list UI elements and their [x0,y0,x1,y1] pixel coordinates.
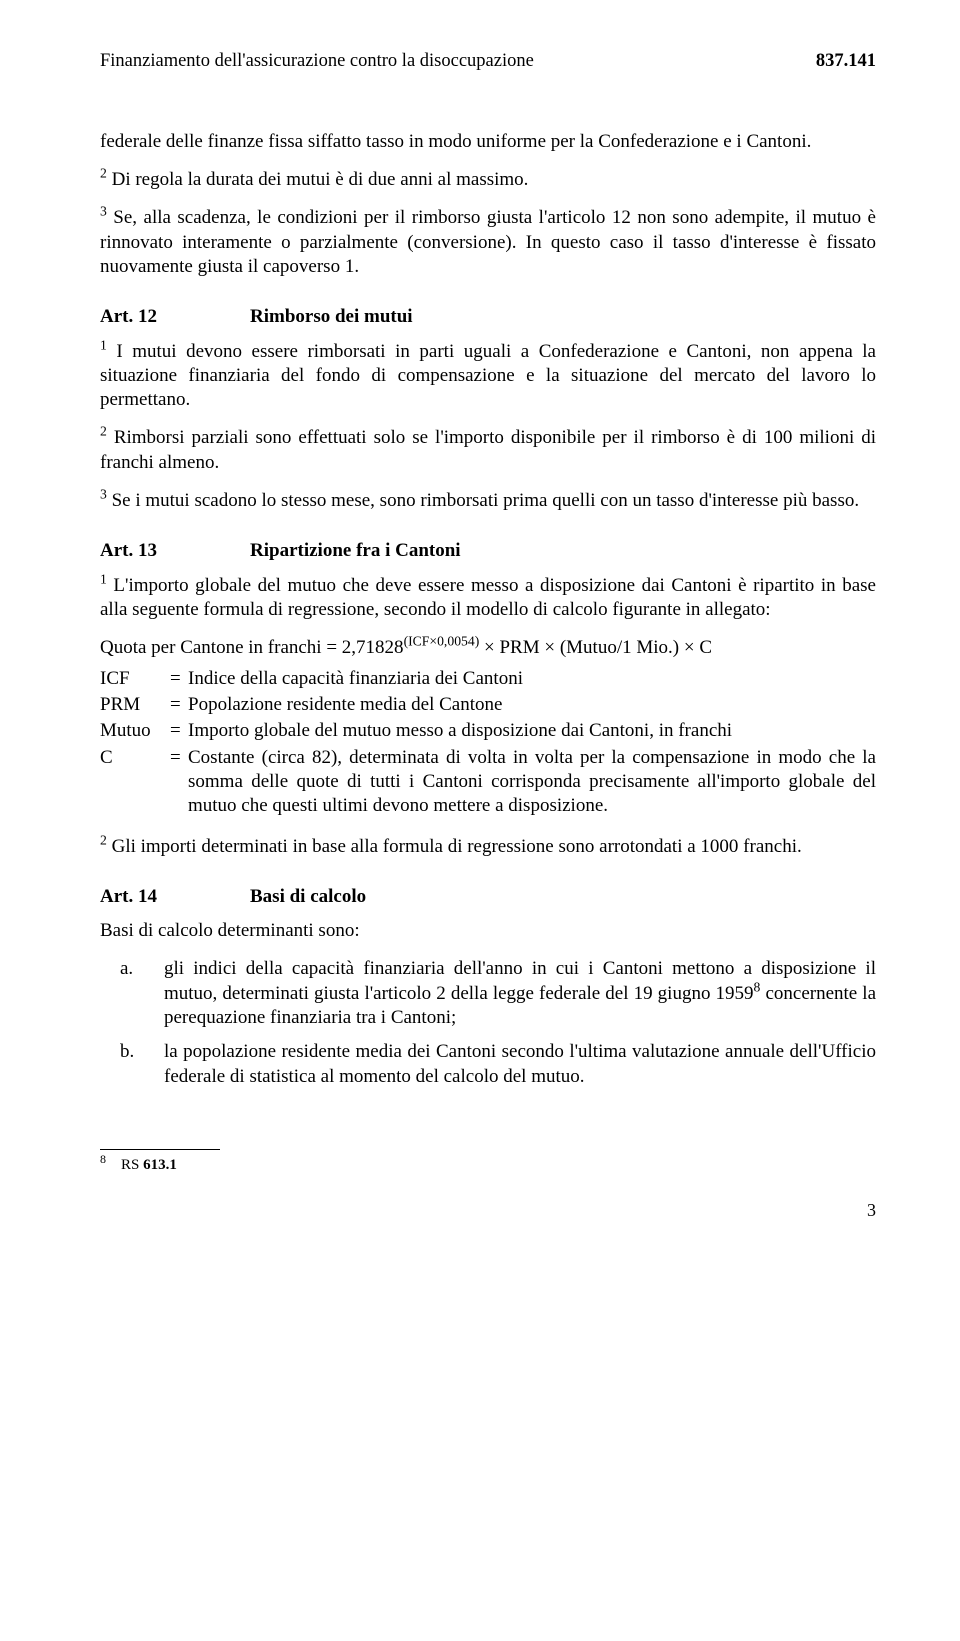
header-title: Finanziamento dell'assicurazione contro … [100,50,534,74]
superscript-2: 2 [100,832,107,847]
footnote-number: 8 [100,1152,106,1166]
def-row-c: C = Costante (circa 82), determinata di … [100,746,876,821]
superscript-1: 1 [100,337,107,352]
art12-paragraph-3: 3 Se i mutui scadono lo stesso mese, son… [100,489,876,513]
intro-paragraph-3: 3 Se, alla scadenza, le condizioni per i… [100,206,876,279]
art12-title: Rimborso dei mutui [250,306,413,327]
def-val-c: Costante (circa 82), determinata di volt… [188,746,876,821]
intro-paragraph-2: 2 Di regola la durata dei mutui è di due… [100,168,876,192]
art13-definitions-table: ICF = Indice della capacità finanziaria … [100,667,876,821]
superscript-2: 2 [100,166,107,181]
art14-title: Basi di calcolo [250,886,366,907]
footnote-8: 8 RS 613.1 [100,1156,876,1175]
art13-paragraph-2: 2 Gli importi determinati in base alla f… [100,835,876,859]
def-equals: = [170,746,188,821]
def-key-icf: ICF [100,667,170,693]
header-code: 837.141 [816,50,876,74]
art12-paragraph-1: 1 I mutui devono essere rimborsati in pa… [100,340,876,413]
def-key-c: C [100,746,170,821]
art12-paragraph-2: 2 Rimborsi parziali sono effettuati solo… [100,426,876,475]
page-number: 3 [100,1199,876,1222]
def-val-prm: Popolazione residente media del Cantone [188,693,876,719]
page-header: Finanziamento dell'assicurazione contro … [100,50,876,74]
art14-item-b-body: la popolazione residente media dei Canto… [164,1040,876,1089]
art13-heading: Art. 13Ripartizione fra i Cantoni [100,539,876,563]
art12-heading: Art. 12Rimborso dei mutui [100,305,876,329]
def-equals: = [170,693,188,719]
def-val-icf: Indice della capacità finanziaria dei Ca… [188,667,876,693]
def-equals: = [170,667,188,693]
def-row-mutuo: Mutuo = Importo globale del mutuo messo … [100,719,876,745]
art14-intro: Basi di calcolo determinanti sono: [100,919,876,943]
art13-number: Art. 13 [100,539,250,563]
footnote-ref: 613.1 [143,1157,177,1173]
superscript-2: 2 [100,424,107,439]
list-letter-b: b. [100,1040,164,1089]
art13-paragraph-1: 1 L'importo globale del mutuo che deve e… [100,574,876,623]
art14-item-b: b. la popolazione residente media dei Ca… [100,1040,876,1089]
superscript-3: 3 [100,204,107,219]
art14-item-a: a. gli indici della capacità finanziaria… [100,957,876,1030]
def-key-prm: PRM [100,693,170,719]
art14-heading: Art. 14Basi di calcolo [100,885,876,909]
list-letter-a: a. [100,957,164,1030]
intro-paragraph-1: federale delle finanze fissa siffatto ta… [100,130,876,154]
def-key-mutuo: Mutuo [100,719,170,745]
def-row-icf: ICF = Indice della capacità finanziaria … [100,667,876,693]
def-val-mutuo: Importo globale del mutuo messo a dispos… [188,719,876,745]
art14-item-a-body: gli indici della capacità finanziaria de… [164,957,876,1030]
art12-number: Art. 12 [100,305,250,329]
def-row-prm: PRM = Popolazione residente media del Ca… [100,693,876,719]
footnote-rule [100,1149,220,1150]
formula-exponent: (ICF×0,0054) [404,634,480,649]
superscript-1: 1 [100,571,107,586]
superscript-3: 3 [100,487,107,502]
art13-formula: Quota per Cantone in franchi = 2,71828(I… [100,636,876,660]
art13-title: Ripartizione fra i Cantoni [250,540,461,561]
art14-number: Art. 14 [100,885,250,909]
def-equals: = [170,719,188,745]
